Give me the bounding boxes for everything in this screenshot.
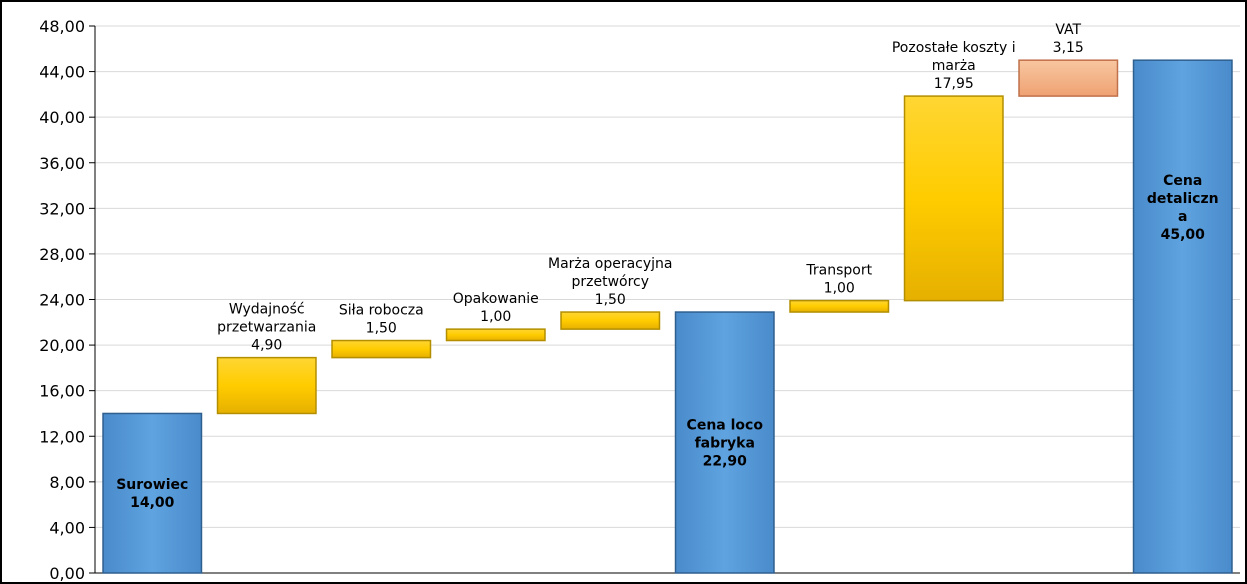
- bar-data-label: przetwórcy: [571, 274, 649, 290]
- y-tick-label: 48,00: [39, 17, 85, 36]
- labels-layer: Surowiec 14,00 Wydajność przetwarzania 4,90 S…: [116, 22, 1218, 511]
- y-tick-label: 28,00: [39, 245, 85, 264]
- bar-increment: [216, 356, 317, 415]
- y-tick-label: 0,00: [49, 564, 85, 583]
- bar-data-label: 17,95: [934, 76, 974, 92]
- bar-increment: [903, 95, 1004, 302]
- bar-data-label: marża: [932, 58, 976, 74]
- bar-data-label: Pozostałe koszty i: [892, 40, 1016, 56]
- y-tick-label: 40,00: [39, 108, 85, 127]
- bar-data-label: 1,50: [366, 321, 397, 337]
- y-tick-label: 16,00: [39, 382, 85, 401]
- bar-data-label: Surowiec: [116, 477, 188, 493]
- bar-data-label: Siła robocza: [339, 303, 424, 319]
- bar-data-label: fabryka: [695, 436, 755, 452]
- bar-data-label: 22,90: [703, 454, 748, 470]
- y-tick-label: 32,00: [39, 199, 85, 218]
- bar-data-label: 1,00: [480, 309, 511, 325]
- bar-data-label: 45,00: [1161, 227, 1206, 243]
- y-tick-label: 44,00: [39, 63, 85, 82]
- y-axis: 0,00 4,00 8,00 12,00 16,00 20,00 24,00 28,00 32,…: [39, 17, 1240, 583]
- bar-data-label: Opakowanie: [453, 291, 539, 307]
- bar-increment: [560, 311, 661, 330]
- bars-layer: [102, 59, 1233, 574]
- bar-data-label: detaliczn: [1147, 191, 1219, 207]
- bar-total: [102, 412, 203, 574]
- bar-data-label: a: [1178, 209, 1187, 225]
- bar-data-label: 14,00: [130, 495, 175, 511]
- y-tick-label: 24,00: [39, 291, 85, 310]
- bar-increment: [789, 299, 890, 313]
- bar-data-label: 1,00: [824, 281, 855, 297]
- bar-data-label: Marża operacyjna: [548, 256, 673, 272]
- bar-data-label: Transport: [805, 263, 872, 279]
- y-tick-label: 36,00: [39, 154, 85, 173]
- bar-data-label: Cena loco: [687, 418, 764, 434]
- bar-total: [674, 311, 775, 574]
- bar-data-label: 4,90: [251, 338, 282, 354]
- bar-total: [1132, 59, 1233, 574]
- y-tick-label: 8,00: [49, 473, 85, 492]
- y-tick-label: 20,00: [39, 336, 85, 355]
- bar-data-label: przetwarzania: [217, 320, 316, 336]
- bar-data-label: VAT: [1055, 22, 1081, 38]
- y-tick-label: 4,00: [49, 518, 85, 537]
- bar-data-label: 1,50: [595, 292, 626, 308]
- y-tick-label: 12,00: [39, 427, 85, 446]
- bar-data-label: Wydajność: [229, 302, 305, 318]
- bar-increment: [331, 339, 432, 359]
- bar-data-label: 3,15: [1053, 40, 1084, 56]
- bar-tax: [1018, 59, 1119, 97]
- bar-data-label: Cena: [1163, 173, 1202, 189]
- grid-layer: [95, 25, 1240, 528]
- bar-increment: [445, 328, 546, 342]
